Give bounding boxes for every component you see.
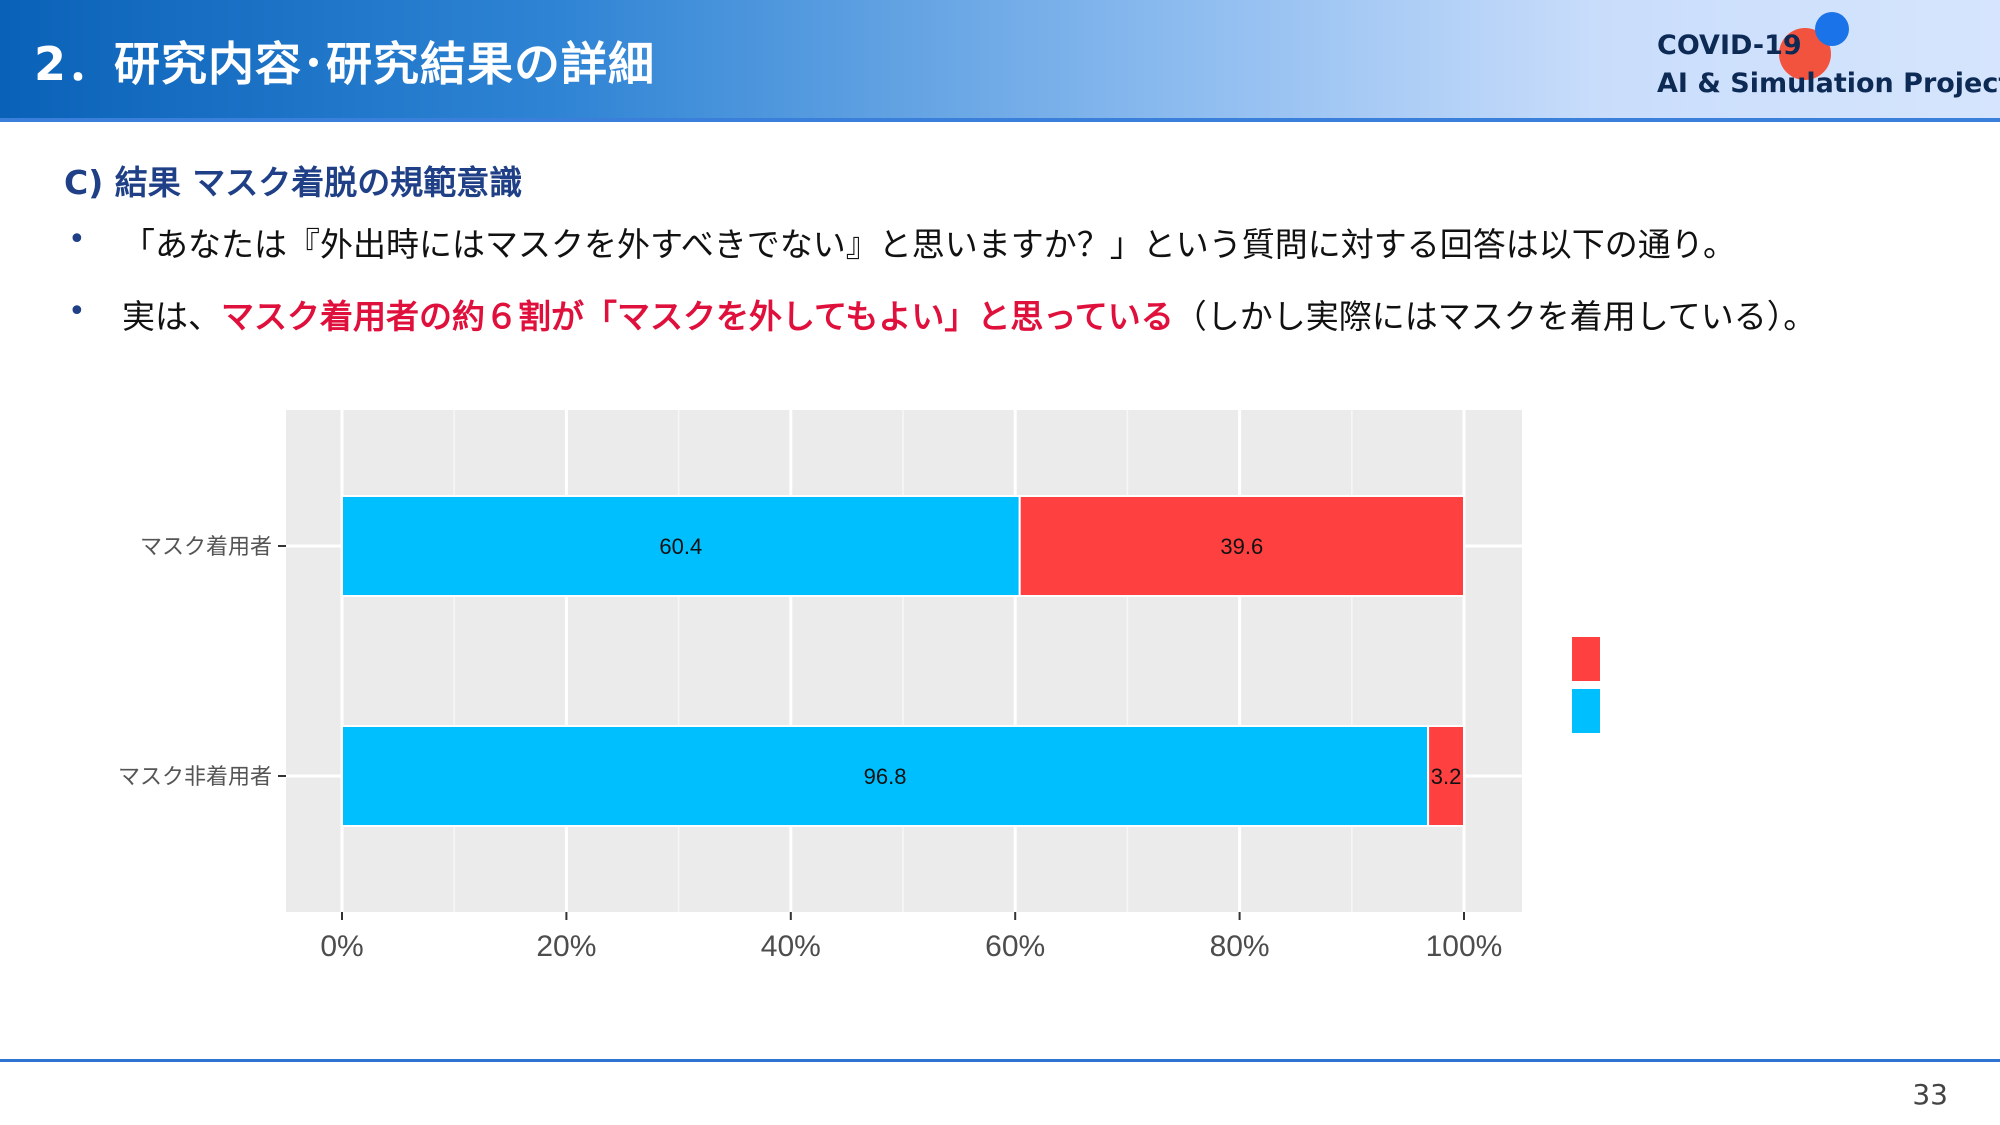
bar-segment — [341, 495, 1021, 597]
header-divider — [0, 118, 2000, 122]
bullet-icon: • — [68, 222, 86, 257]
stacked-bar-chart: 60.4 39.6 マスク着用者 96.8 3.2 マスク非着用者 0% 20% 40% 60% 8… — [118, 410, 1600, 963]
data-label: 3.2 — [1431, 764, 1462, 789]
slide-header — [0, 0, 2000, 118]
bullet-icon: • — [68, 294, 86, 329]
bar-segment — [1427, 725, 1465, 827]
page-number: 33 — [1912, 1078, 1948, 1111]
bullet-2-post: （しかし実際にはマスクを着用している）。 — [1173, 297, 1817, 336]
bullet-2-pre: 実は、 — [122, 297, 221, 336]
project-logo: COVID-19 AI & Simulation Project — [1655, 12, 2000, 112]
x-tick-label: 0% — [320, 930, 363, 963]
logo-text-line1: COVID-19 — [1657, 30, 1802, 61]
y-tick-label: マスク着用者 — [140, 534, 272, 559]
x-tick-label: 60% — [985, 930, 1045, 963]
logo-text-line2: AI & Simulation Project — [1657, 68, 2000, 99]
y-tick-label: マスク非着用者 — [118, 764, 272, 789]
bar-segment — [1018, 495, 1465, 597]
logo-blue-dot-icon — [1815, 12, 1849, 46]
bullet-1-text: 「あなたは『外出時にはマスクを外すべきでない』と思いますか？」という質問に対する… — [122, 225, 1737, 264]
legend-swatch — [1572, 637, 1600, 681]
data-label: 96.8 — [864, 764, 907, 789]
footer-divider — [0, 1059, 2000, 1062]
x-tick-label: 20% — [536, 930, 596, 963]
x-tick-label: 100% — [1426, 930, 1503, 963]
slide-title: 2．研究内容･研究結果の詳細 — [34, 37, 656, 91]
x-tick-label: 40% — [761, 930, 821, 963]
bullet-2-emphasis: マスク着用者の約６割が「マスクを外してもよい」と思っている — [221, 297, 1174, 336]
data-label: 60.4 — [659, 534, 702, 559]
bullet-2-text: 実は、マスク着用者の約６割が「マスクを外してもよい」と思っている（しかし実際には… — [122, 290, 1816, 338]
section-subheading: C) 結果 マスク着脱の規範意識 — [64, 163, 523, 202]
data-label: 39.6 — [1220, 534, 1263, 559]
legend-swatch — [1572, 689, 1600, 733]
chart-panel — [286, 410, 1522, 912]
x-tick-label: 80% — [1210, 930, 1270, 963]
bar-segment — [341, 725, 1430, 827]
